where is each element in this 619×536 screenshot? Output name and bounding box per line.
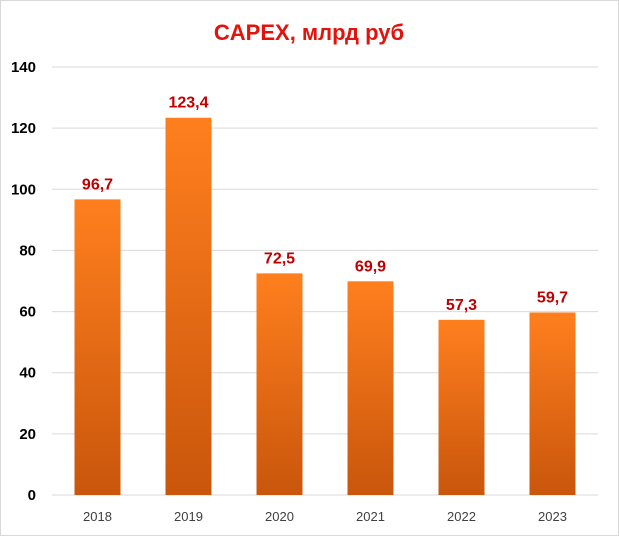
data-label-2019: 123,4 xyxy=(168,95,208,112)
bars xyxy=(74,117,576,496)
data-label-2023: 59,7 xyxy=(537,289,568,306)
y-tick-label: 140 xyxy=(11,59,36,76)
data-label-2020: 72,5 xyxy=(264,250,295,267)
x-tick-label: 2019 xyxy=(174,509,203,524)
data-label-2022: 57,3 xyxy=(446,297,477,314)
x-tick-label: 2018 xyxy=(83,509,112,524)
y-tick-label: 60 xyxy=(19,304,36,321)
y-axis: 0 20 40 60 80 100 120 140 xyxy=(11,59,36,504)
bar-2019 xyxy=(165,117,212,496)
y-tick-label: 40 xyxy=(19,365,36,382)
bar-2023 xyxy=(529,312,576,495)
x-tick-label: 2020 xyxy=(265,509,294,524)
y-tick-label: 100 xyxy=(11,181,36,198)
bar-2020 xyxy=(256,273,303,495)
y-tick-label: 80 xyxy=(19,242,36,259)
x-tick-label: 2021 xyxy=(356,509,385,524)
bar-2022 xyxy=(438,319,485,495)
chart-title: CAPEX, млрд руб xyxy=(214,20,404,45)
y-tick-label: 120 xyxy=(11,120,36,137)
bar-2018 xyxy=(74,199,121,496)
y-tick-label: 0 xyxy=(28,487,36,504)
x-tick-label: 2023 xyxy=(538,509,567,524)
gridlines xyxy=(52,66,598,496)
data-labels: 96,7 123,4 72,5 69,9 57,3 59,7 xyxy=(82,95,568,314)
data-label-2021: 69,9 xyxy=(355,258,386,275)
y-tick-label: 20 xyxy=(19,426,36,443)
bar-2021 xyxy=(347,281,394,495)
x-tick-label: 2022 xyxy=(447,509,476,524)
x-axis: 2018 2019 2020 2021 2022 2023 xyxy=(83,509,567,524)
data-label-2018: 96,7 xyxy=(82,176,113,193)
